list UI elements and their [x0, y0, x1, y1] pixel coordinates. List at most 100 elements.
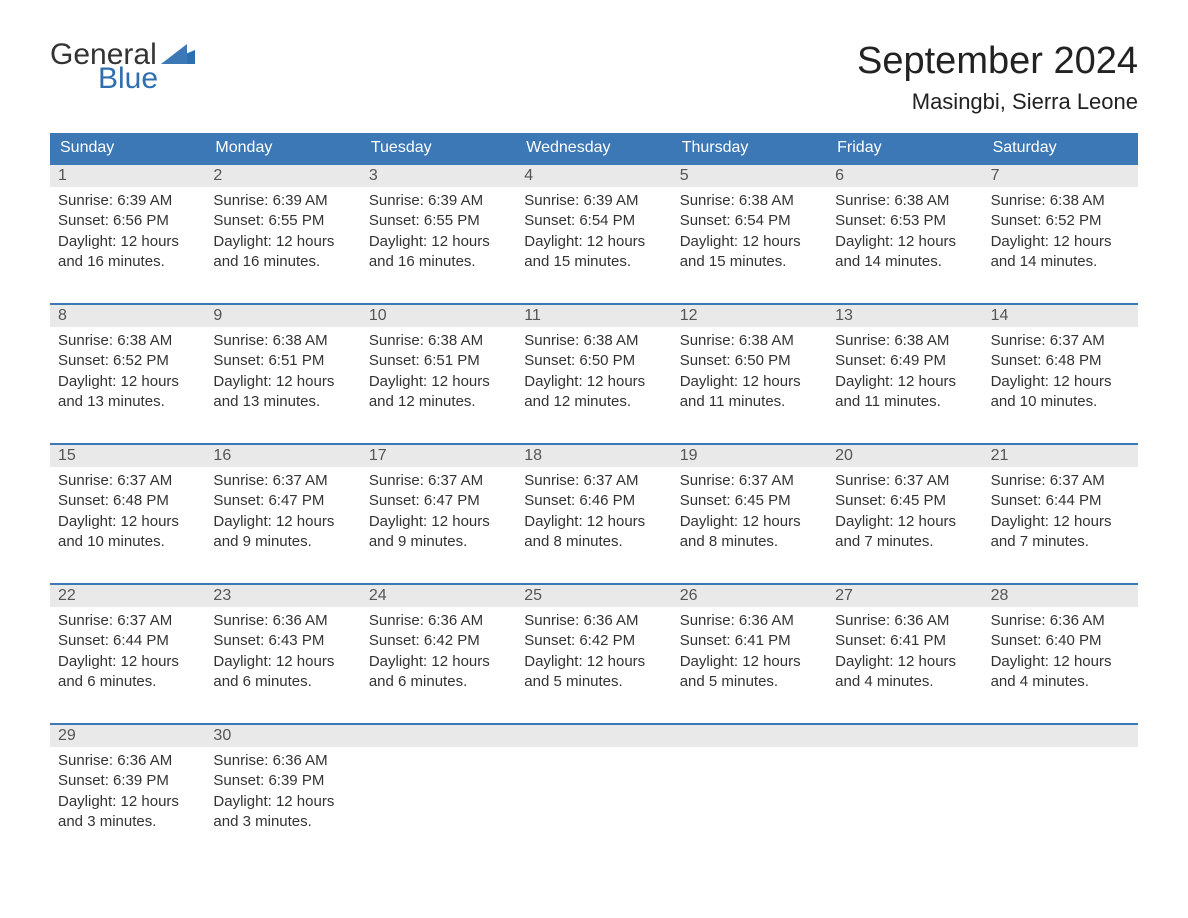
cell-sunset: Sunset: 6:50 PM: [680, 351, 819, 371]
cell-sunrise: Sunrise: 6:37 AM: [835, 471, 974, 491]
cell-d1: Daylight: 12 hours: [213, 232, 352, 252]
day-number: 10: [361, 305, 516, 327]
day-cell: Sunrise: 6:37 AMSunset: 6:47 PMDaylight:…: [205, 467, 360, 563]
day-number-row: 2930: [50, 725, 1138, 747]
cell-sunrise: Sunrise: 6:38 AM: [680, 331, 819, 351]
day-cell: Sunrise: 6:37 AMSunset: 6:48 PMDaylight:…: [50, 467, 205, 563]
cell-d1: Daylight: 12 hours: [991, 372, 1130, 392]
week-row: 891011121314Sunrise: 6:38 AMSunset: 6:52…: [50, 303, 1138, 423]
cell-sunset: Sunset: 6:45 PM: [835, 491, 974, 511]
day-number: 17: [361, 445, 516, 467]
cell-d1: Daylight: 12 hours: [835, 232, 974, 252]
day-cell: [672, 747, 827, 843]
cell-sunrise: Sunrise: 6:36 AM: [369, 611, 508, 631]
day-cell: Sunrise: 6:38 AMSunset: 6:52 PMDaylight:…: [50, 327, 205, 423]
day-cell: Sunrise: 6:39 AMSunset: 6:54 PMDaylight:…: [516, 187, 671, 283]
day-cell: Sunrise: 6:38 AMSunset: 6:51 PMDaylight:…: [205, 327, 360, 423]
day-cell: Sunrise: 6:37 AMSunset: 6:44 PMDaylight:…: [50, 607, 205, 703]
logo: General Blue: [50, 40, 195, 94]
cell-d2: and 11 minutes.: [680, 392, 819, 412]
day-label-fri: Friday: [827, 133, 982, 163]
cell-d1: Daylight: 12 hours: [369, 372, 508, 392]
cell-sunset: Sunset: 6:40 PM: [991, 631, 1130, 651]
cell-d2: and 10 minutes.: [58, 532, 197, 552]
cell-d1: Daylight: 12 hours: [58, 652, 197, 672]
day-cell: [827, 747, 982, 843]
cell-d1: Daylight: 12 hours: [524, 372, 663, 392]
cell-sunset: Sunset: 6:56 PM: [58, 211, 197, 231]
cell-sunset: Sunset: 6:48 PM: [58, 491, 197, 511]
cell-d2: and 14 minutes.: [835, 252, 974, 272]
cell-d2: and 15 minutes.: [524, 252, 663, 272]
cell-d2: and 6 minutes.: [58, 672, 197, 692]
day-cell: Sunrise: 6:37 AMSunset: 6:45 PMDaylight:…: [672, 467, 827, 563]
day-cell: Sunrise: 6:38 AMSunset: 6:51 PMDaylight:…: [361, 327, 516, 423]
cell-d2: and 12 minutes.: [524, 392, 663, 412]
cell-sunrise: Sunrise: 6:38 AM: [213, 331, 352, 351]
cell-d2: and 3 minutes.: [58, 812, 197, 832]
day-number: 5: [672, 165, 827, 187]
cell-d2: and 13 minutes.: [58, 392, 197, 412]
day-number: 30: [205, 725, 360, 747]
day-number: 19: [672, 445, 827, 467]
day-number: [361, 725, 516, 747]
cell-d1: Daylight: 12 hours: [835, 372, 974, 392]
cell-sunset: Sunset: 6:47 PM: [213, 491, 352, 511]
cell-d2: and 14 minutes.: [991, 252, 1130, 272]
cell-sunrise: Sunrise: 6:38 AM: [835, 191, 974, 211]
cell-d1: Daylight: 12 hours: [991, 232, 1130, 252]
cell-sunrise: Sunrise: 6:39 AM: [213, 191, 352, 211]
cell-sunset: Sunset: 6:51 PM: [213, 351, 352, 371]
cell-d1: Daylight: 12 hours: [369, 652, 508, 672]
cell-d2: and 13 minutes.: [213, 392, 352, 412]
day-number: 11: [516, 305, 671, 327]
day-label-wed: Wednesday: [516, 133, 671, 163]
cell-sunset: Sunset: 6:48 PM: [991, 351, 1130, 371]
day-number: 13: [827, 305, 982, 327]
cell-d2: and 16 minutes.: [58, 252, 197, 272]
day-number-row: 22232425262728: [50, 585, 1138, 607]
day-number: 12: [672, 305, 827, 327]
cell-d1: Daylight: 12 hours: [58, 372, 197, 392]
cell-d1: Daylight: 12 hours: [991, 512, 1130, 532]
cell-d2: and 5 minutes.: [524, 672, 663, 692]
day-number: 23: [205, 585, 360, 607]
cell-d2: and 15 minutes.: [680, 252, 819, 272]
cell-d1: Daylight: 12 hours: [524, 652, 663, 672]
cell-sunrise: Sunrise: 6:36 AM: [991, 611, 1130, 631]
cell-sunset: Sunset: 6:42 PM: [524, 631, 663, 651]
cell-d1: Daylight: 12 hours: [835, 512, 974, 532]
day-cell: Sunrise: 6:37 AMSunset: 6:44 PMDaylight:…: [983, 467, 1138, 563]
day-number: 14: [983, 305, 1138, 327]
day-number: 18: [516, 445, 671, 467]
cell-d1: Daylight: 12 hours: [680, 372, 819, 392]
cell-d1: Daylight: 12 hours: [369, 512, 508, 532]
day-number: 22: [50, 585, 205, 607]
day-number: 28: [983, 585, 1138, 607]
cell-sunset: Sunset: 6:41 PM: [680, 631, 819, 651]
location: Masingbi, Sierra Leone: [857, 89, 1138, 115]
day-cell: Sunrise: 6:38 AMSunset: 6:53 PMDaylight:…: [827, 187, 982, 283]
cell-d2: and 7 minutes.: [991, 532, 1130, 552]
cell-d1: Daylight: 12 hours: [58, 512, 197, 532]
cell-sunset: Sunset: 6:42 PM: [369, 631, 508, 651]
day-cell: Sunrise: 6:36 AMSunset: 6:41 PMDaylight:…: [827, 607, 982, 703]
week-row: 15161718192021Sunrise: 6:37 AMSunset: 6:…: [50, 443, 1138, 563]
cell-sunrise: Sunrise: 6:38 AM: [835, 331, 974, 351]
cell-sunset: Sunset: 6:44 PM: [991, 491, 1130, 511]
week-row: 2930Sunrise: 6:36 AMSunset: 6:39 PMDayli…: [50, 723, 1138, 843]
cell-sunrise: Sunrise: 6:38 AM: [524, 331, 663, 351]
cell-d2: and 7 minutes.: [835, 532, 974, 552]
cell-sunrise: Sunrise: 6:38 AM: [991, 191, 1130, 211]
cell-d2: and 3 minutes.: [213, 812, 352, 832]
cell-d2: and 16 minutes.: [213, 252, 352, 272]
day-number-row: 891011121314: [50, 305, 1138, 327]
day-label-sun: Sunday: [50, 133, 205, 163]
day-cell: Sunrise: 6:37 AMSunset: 6:48 PMDaylight:…: [983, 327, 1138, 423]
cell-sunrise: Sunrise: 6:37 AM: [991, 471, 1130, 491]
day-cell: Sunrise: 6:36 AMSunset: 6:39 PMDaylight:…: [205, 747, 360, 843]
day-cell: Sunrise: 6:37 AMSunset: 6:47 PMDaylight:…: [361, 467, 516, 563]
title-block: September 2024 Masingbi, Sierra Leone: [857, 40, 1138, 115]
day-number: 20: [827, 445, 982, 467]
day-cell: Sunrise: 6:36 AMSunset: 6:42 PMDaylight:…: [361, 607, 516, 703]
